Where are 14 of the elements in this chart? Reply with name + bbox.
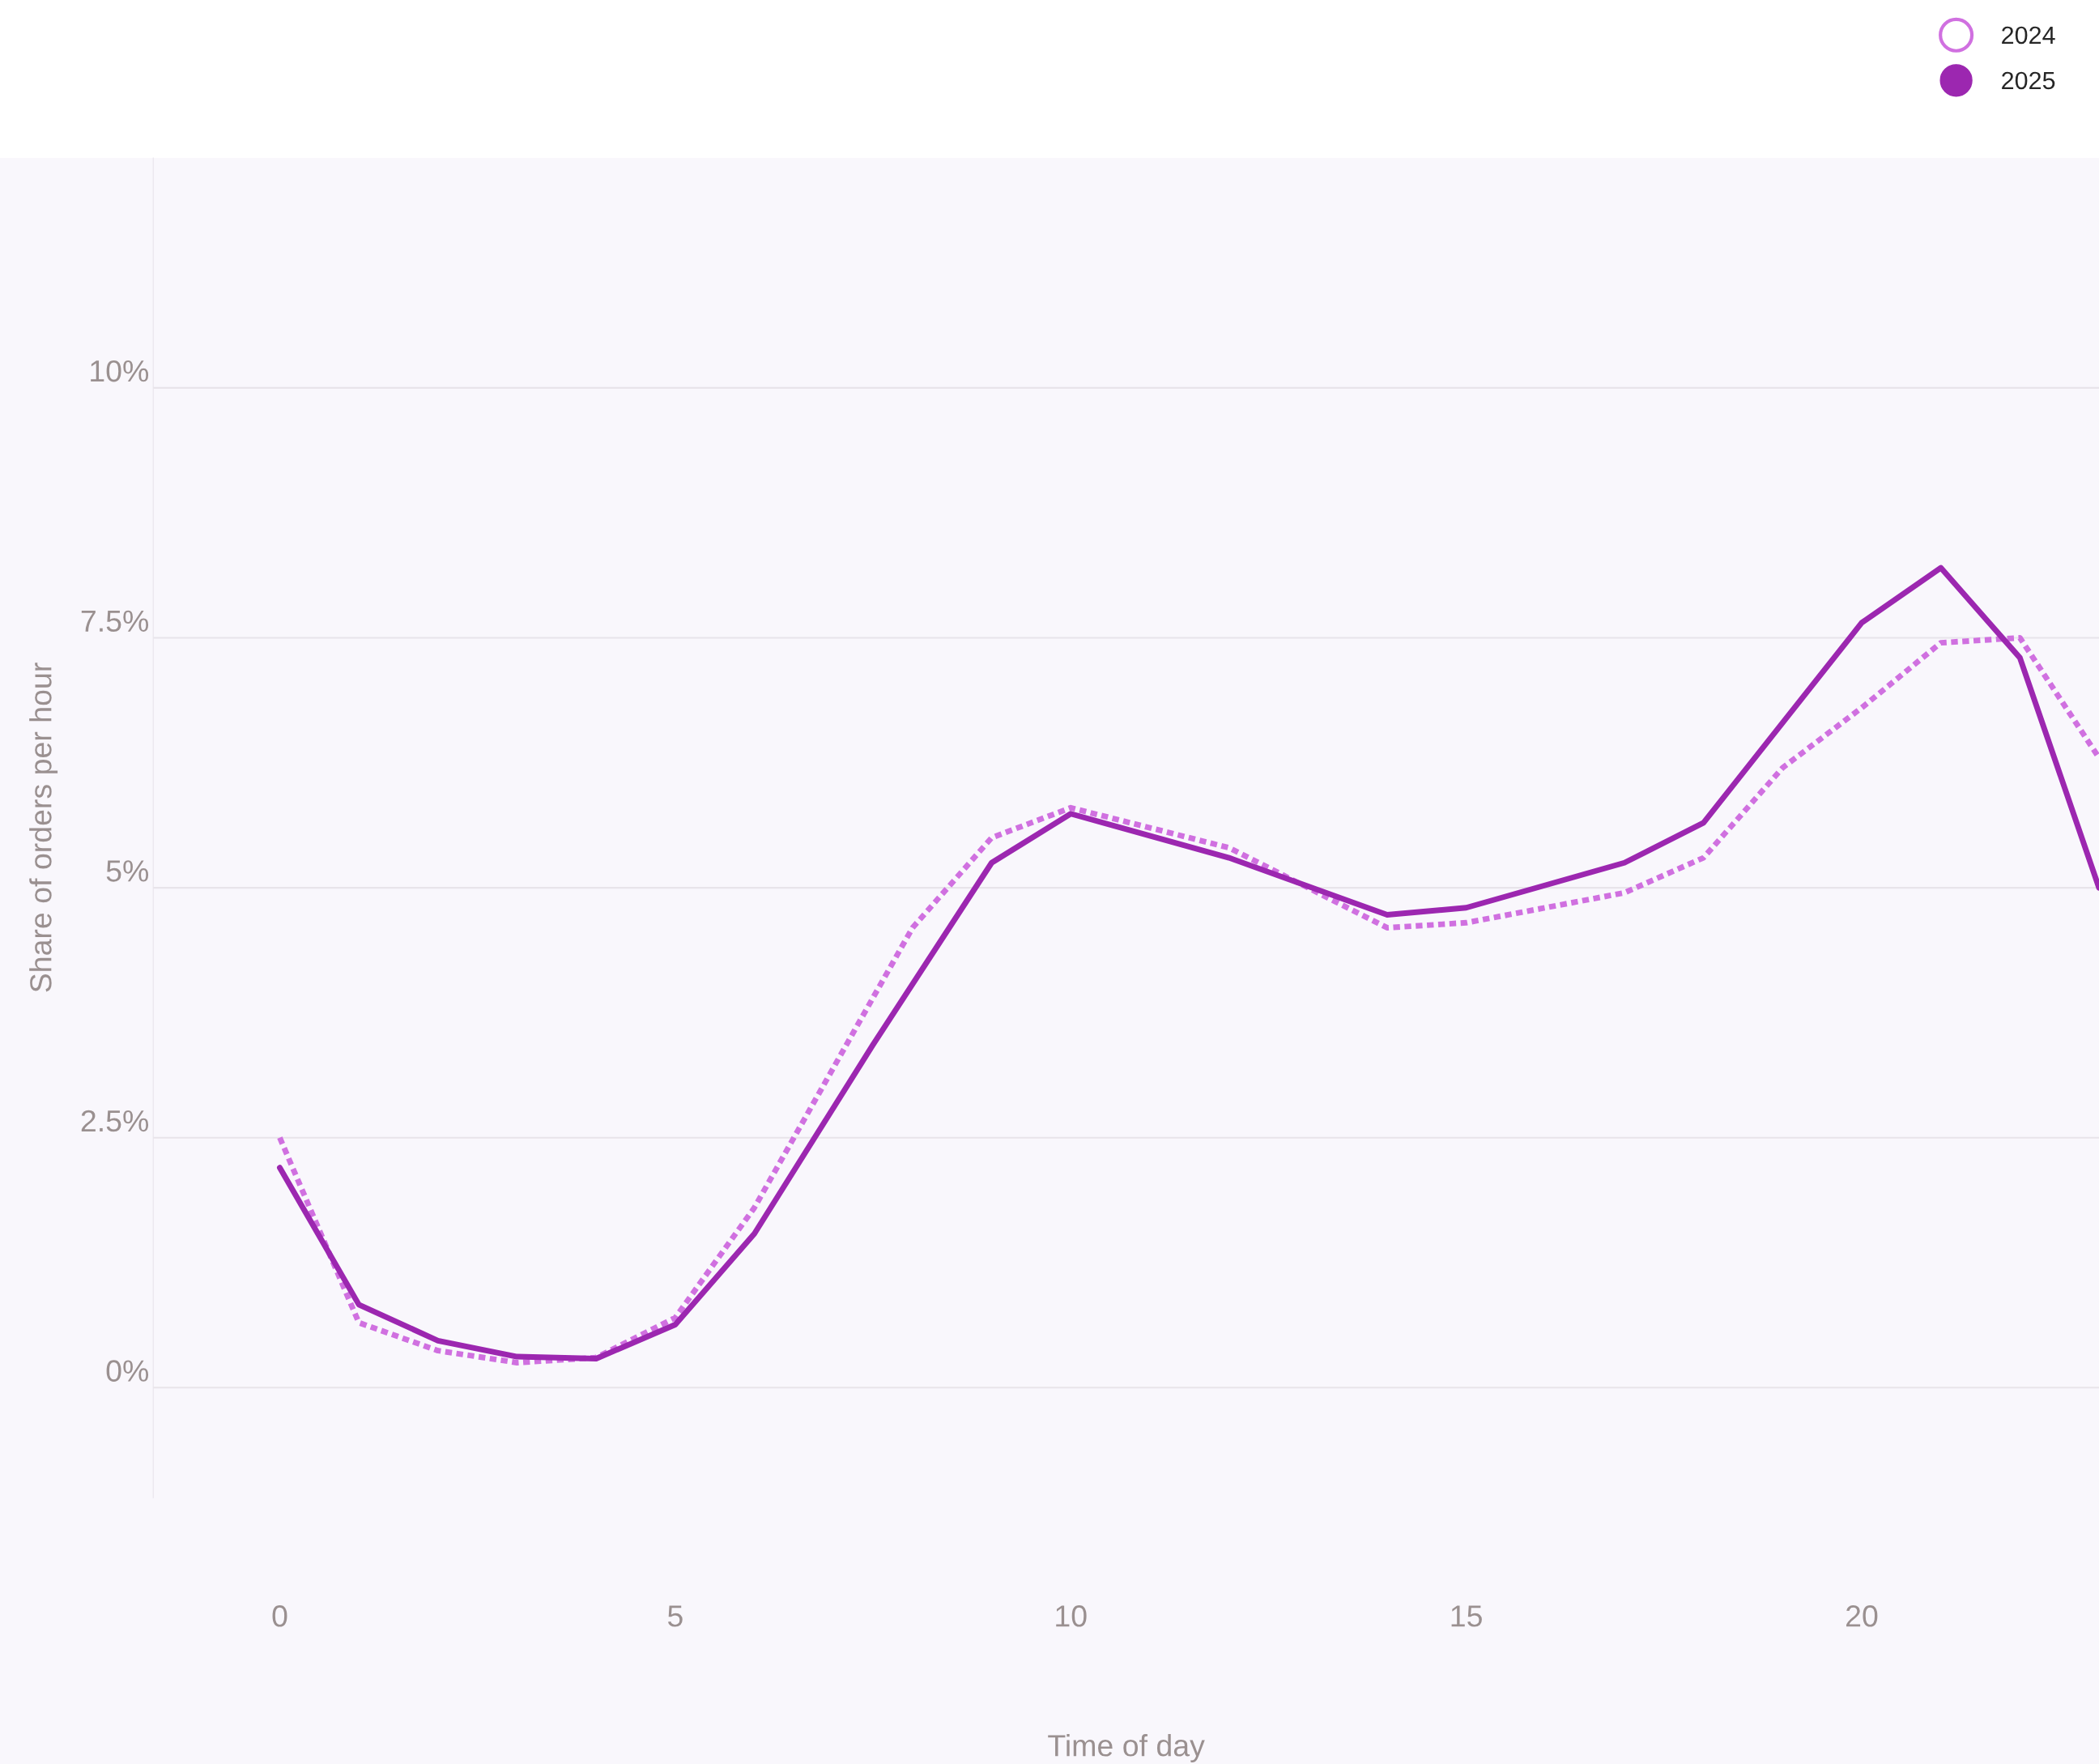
legend-label: 2024 (2002, 26, 2055, 45)
x-tick-label: 10 (1056, 1605, 1087, 1627)
x-axis-title: Time of day (1048, 1734, 1205, 1762)
y-tick-label: 0% (106, 1360, 149, 1382)
y-tick-label: 5% (106, 860, 149, 882)
x-tick-label: 20 (1846, 1605, 1878, 1627)
x-tick-label: 5 (667, 1605, 683, 1627)
legend-label: 2025 (2002, 71, 2055, 90)
x-tick-label: 0 (272, 1605, 287, 1627)
y-axis-title: Share of orders per hour (29, 663, 58, 992)
y-tick-label: 2.5% (81, 1110, 149, 1132)
y-tick-label: 7.5% (81, 610, 149, 633)
y-tick-label: 10% (91, 360, 149, 382)
x-tick-label: 15 (1451, 1605, 1482, 1627)
